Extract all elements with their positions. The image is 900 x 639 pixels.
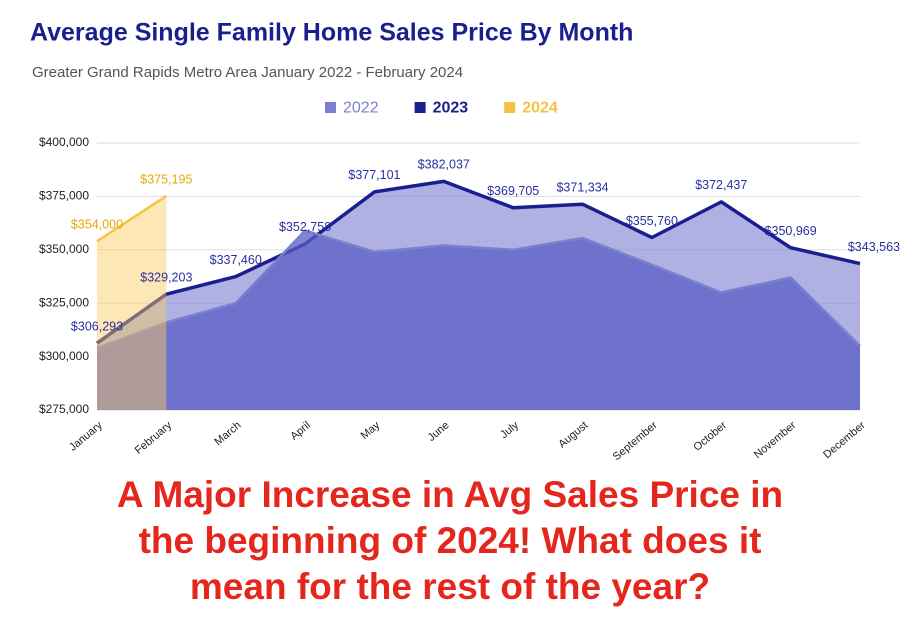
legend-swatch — [414, 102, 426, 113]
area-fill — [97, 195, 167, 410]
x-tick-label: April — [288, 419, 313, 442]
y-tick-label: $300,000 — [39, 349, 89, 363]
data-label: $329,203 — [140, 271, 192, 285]
x-tick-label: February — [133, 419, 175, 457]
y-tick-label: $400,000 — [39, 135, 89, 149]
data-label: $343,563 — [848, 240, 900, 254]
x-tick-label: October — [691, 419, 729, 454]
caption-line: the beginning of 2024! What does it — [139, 520, 762, 561]
data-label: $355,760 — [626, 214, 678, 228]
data-label: $382,037 — [418, 158, 470, 172]
x-tick-label: June — [426, 419, 452, 444]
data-label: $354,000 — [71, 218, 123, 232]
x-tick-label: August — [556, 419, 590, 450]
legend-swatch — [504, 102, 516, 113]
data-label: $337,460 — [210, 253, 262, 267]
x-tick-label: January — [67, 419, 105, 454]
x-tick-label: March — [212, 419, 243, 448]
data-label: $350,969 — [765, 224, 817, 238]
legend-label: 2023 — [433, 100, 469, 117]
line — [96, 194, 168, 243]
legend-label: 2022 — [343, 100, 379, 117]
x-tick-label: May — [359, 419, 383, 442]
x-tick-label: September — [611, 419, 660, 463]
chart-title: Average Single Family Home Sales Price B… — [30, 19, 633, 47]
data-label: $306,293 — [71, 319, 123, 333]
data-label: $369,705 — [487, 184, 539, 198]
data-label: $375,195 — [140, 172, 192, 186]
x-tick-label: July — [498, 419, 521, 441]
legend-swatch — [325, 102, 336, 113]
caption-line: A Major Increase in Avg Sales Price in — [117, 474, 783, 515]
y-tick-label: $275,000 — [39, 402, 89, 416]
data-label: $377,101 — [348, 168, 400, 182]
y-tick-label: $375,000 — [39, 189, 89, 203]
chart-subtitle: Greater Grand Rapids Metro Area January … — [32, 64, 463, 81]
data-label: $352,758 — [279, 220, 331, 234]
line — [96, 229, 861, 350]
data-label: $372,437 — [695, 178, 747, 192]
legend-label: 2024 — [522, 100, 558, 117]
caption: A Major Increase in Avg Sales Price in th… — [117, 474, 783, 607]
line — [95, 179, 861, 345]
data-label: $371,334 — [556, 181, 608, 195]
y-tick-label: $325,000 — [39, 295, 89, 309]
x-tick-label: November — [752, 419, 799, 461]
y-tick-label: $350,000 — [39, 242, 89, 256]
caption-line: mean for the rest of the year? — [190, 566, 710, 607]
area-fill — [97, 230, 860, 410]
x-tick-label: December — [821, 419, 868, 461]
